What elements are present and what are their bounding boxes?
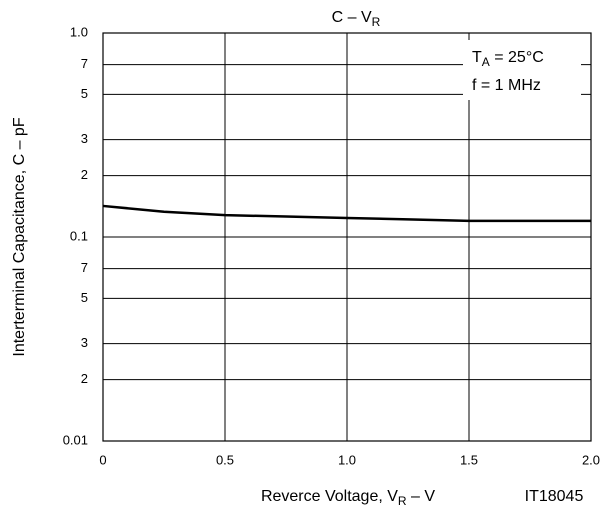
y-axis-label: Interterminal Capacitance, C – pF xyxy=(11,117,28,356)
chart-title: C – VR xyxy=(332,9,381,29)
x-tick-label: 0 xyxy=(99,452,106,467)
y-tick-label: 2 xyxy=(81,371,88,386)
title-subscript: R xyxy=(372,15,381,29)
y-tick-label: 7 xyxy=(81,260,88,275)
y-tick-label: 7 xyxy=(81,56,88,71)
y-tick-label: 0.1 xyxy=(70,228,88,243)
annotation-subscript: A xyxy=(482,55,490,69)
y-tick-label: 3 xyxy=(81,335,88,350)
y-tick-label: 5 xyxy=(81,86,88,101)
figure-id: IT18045 xyxy=(525,488,584,505)
annotation-box xyxy=(463,40,581,100)
y-tick-label: 0.01 xyxy=(63,432,88,447)
y-tick-label: 5 xyxy=(81,290,88,305)
annotation: TA = 25°C xyxy=(472,49,544,69)
x-tick-label: 2.0 xyxy=(582,452,600,467)
title-text: C – V xyxy=(332,9,372,26)
annotation-text: = 25°C xyxy=(490,49,544,66)
x-tick-label: 1.0 xyxy=(338,452,356,467)
y-tick-label: 1.0 xyxy=(70,24,88,39)
x-label-subscript: R xyxy=(398,494,407,508)
x-label-text: – V xyxy=(407,488,436,505)
annotation: f = 1 MHz xyxy=(472,77,541,94)
y-tick-label: 2 xyxy=(81,167,88,182)
line xyxy=(102,204,591,223)
x-tick-label: 1.5 xyxy=(460,452,478,467)
y-tick-label: 3 xyxy=(81,131,88,146)
plot-frame xyxy=(102,32,592,442)
x-label-text: Reverce Voltage, V xyxy=(261,488,398,505)
x-tick-label: 0.5 xyxy=(216,452,234,467)
annotation-text: T xyxy=(472,49,482,66)
x-axis-label: Reverce Voltage, VR – V xyxy=(261,488,435,508)
